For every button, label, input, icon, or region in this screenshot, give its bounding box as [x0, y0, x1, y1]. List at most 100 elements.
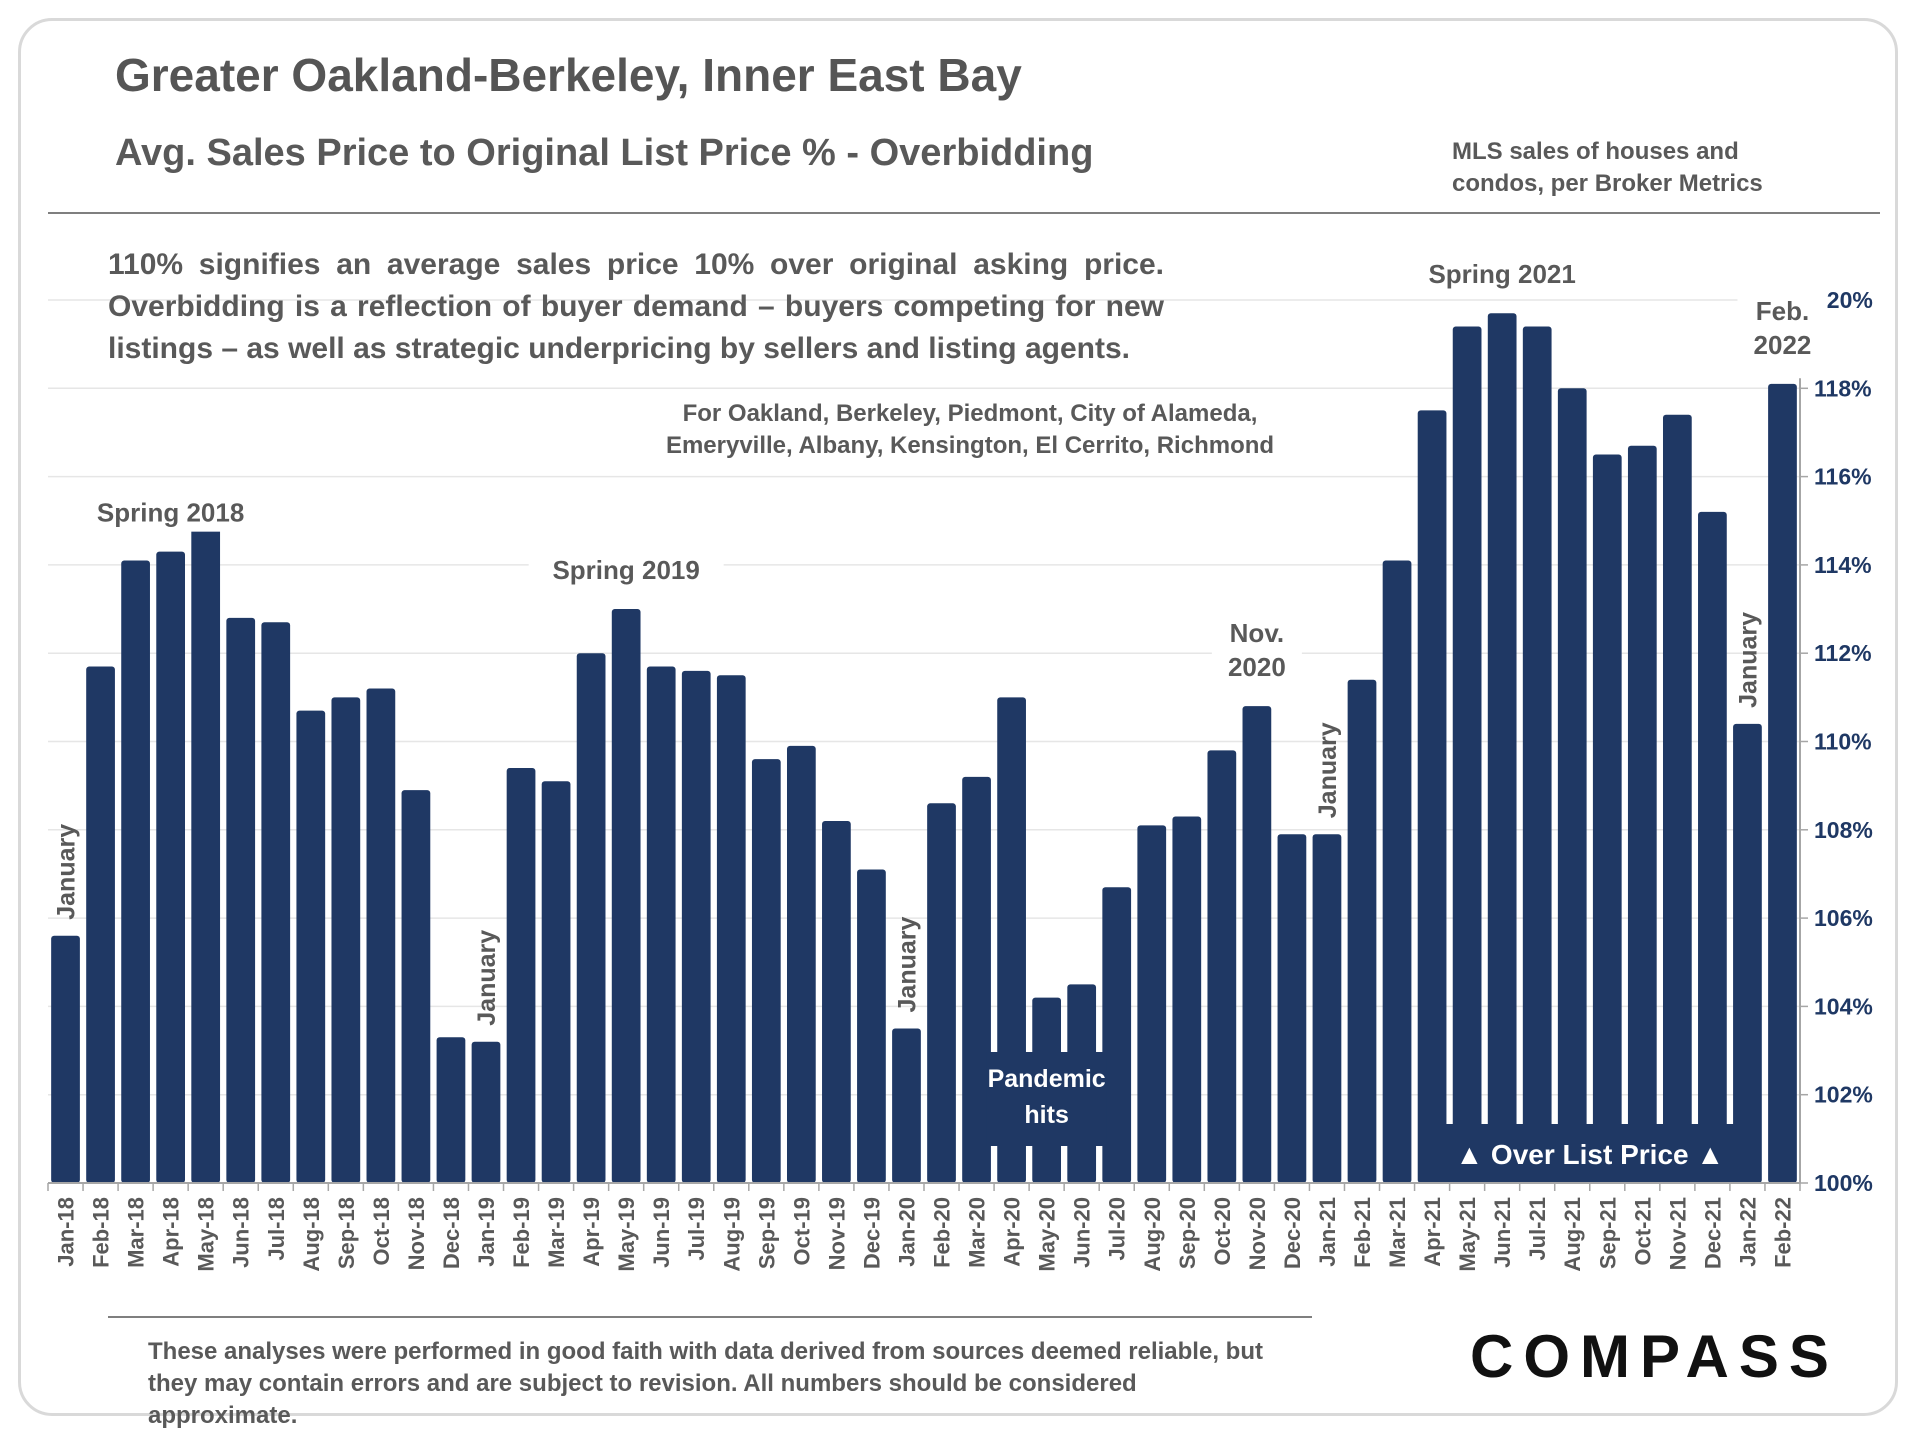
bar	[786, 745, 816, 1183]
bar	[681, 670, 711, 1183]
x-tick-label: Feb-20	[930, 1197, 955, 1268]
y-tick-label: 100%	[1814, 1170, 1873, 1196]
y-tick-label: 112%	[1814, 640, 1872, 666]
x-tick-label: Aug-21	[1560, 1197, 1585, 1272]
bar	[1102, 887, 1132, 1183]
annotation-background	[528, 549, 724, 590]
bar	[646, 666, 676, 1183]
y-tick-label: 118%	[1814, 375, 1872, 401]
bar	[1242, 706, 1272, 1183]
bar	[716, 675, 746, 1183]
x-tick-label: Nov-18	[404, 1197, 429, 1270]
bar	[401, 790, 431, 1183]
bar	[366, 688, 396, 1183]
bar	[927, 803, 956, 1183]
x-tick-label: Jan-19	[474, 1197, 499, 1267]
compass-logo: COMPASS	[1470, 1323, 1839, 1390]
over-list-label: ▲ Over List Price ▲	[1455, 1139, 1724, 1170]
disclaimer-text: These analyses were performed in good fa…	[148, 1338, 1263, 1429]
bar	[611, 609, 641, 1183]
bar	[156, 551, 186, 1183]
bar	[51, 935, 80, 1183]
period-label: Nov.	[1230, 618, 1284, 648]
header-divider	[48, 212, 1880, 214]
bar	[1698, 511, 1727, 1183]
x-tick-label: May-19	[614, 1197, 639, 1272]
x-tick-label: Feb-18	[89, 1197, 114, 1268]
x-tick-label: Dec-18	[439, 1197, 464, 1269]
bar	[1487, 313, 1517, 1183]
x-tick-label: Jun-18	[229, 1197, 254, 1268]
annotation-background	[1211, 612, 1302, 687]
cities-note: For Oakland, Berkeley, Piedmont, City of…	[665, 400, 1275, 459]
bar	[191, 525, 221, 1183]
x-tick-label: Jun-19	[649, 1197, 674, 1268]
bar	[1137, 825, 1167, 1183]
pandemic-label-box	[986, 1052, 1107, 1146]
x-tick-label: Apr-19	[579, 1197, 604, 1267]
x-tick-label: Jun-20	[1070, 1197, 1095, 1268]
pandemic-label: Pandemic	[988, 1065, 1106, 1093]
x-tick-label: Jul-18	[264, 1197, 289, 1261]
january-label: January	[893, 916, 921, 1012]
x-tick-label: Apr-21	[1420, 1197, 1445, 1267]
x-tick-label: Apr-20	[1000, 1197, 1025, 1267]
y-tick-label: 110%	[1814, 729, 1872, 755]
x-tick-label: Sep-18	[334, 1197, 359, 1269]
x-tick-label: Mar-18	[124, 1197, 149, 1268]
bar	[226, 617, 256, 1183]
x-tick-label: Aug-19	[719, 1197, 744, 1272]
x-tick-label: Nov-21	[1665, 1197, 1690, 1270]
annotation-background	[1404, 253, 1600, 294]
x-tick-label: Dec-21	[1700, 1197, 1725, 1269]
x-tick-label: Jan-21	[1315, 1197, 1340, 1267]
bar	[822, 820, 851, 1183]
x-tick-label: Apr-18	[159, 1197, 184, 1267]
y-tick-label: 114%	[1814, 552, 1872, 578]
x-tick-label: Aug-20	[1140, 1197, 1165, 1272]
x-tick-label: Jan-18	[54, 1197, 79, 1267]
y-tick-label: 116%	[1814, 464, 1872, 490]
bar	[892, 1028, 921, 1183]
x-tick-label: Jan-22	[1735, 1197, 1760, 1267]
bar	[436, 1037, 466, 1183]
x-tick-label: Jul-21	[1525, 1197, 1550, 1261]
bar	[296, 710, 326, 1183]
x-tick-label: Oct-19	[789, 1197, 814, 1265]
x-tick-label: May-18	[194, 1197, 219, 1272]
x-tick-label: Oct-21	[1630, 1197, 1655, 1265]
x-tick-label: Dec-20	[1280, 1197, 1305, 1269]
january-label: January	[473, 930, 501, 1026]
y-tick-label: 106%	[1814, 905, 1873, 931]
x-tick-label: Sep-20	[1175, 1197, 1200, 1269]
page-title: Greater Oakland-Berkeley, Inner East Bay	[115, 49, 1022, 101]
chart-subtitle: Avg. Sales Price to Original List Price …	[115, 132, 1094, 174]
bar	[1312, 834, 1342, 1183]
period-label: Spring 2019	[552, 555, 699, 585]
x-tick-label: Jun-21	[1490, 1197, 1515, 1268]
period-label: Spring 2018	[97, 498, 244, 528]
source-note: MLS sales of houses and condos, per Brok…	[1452, 138, 1763, 197]
chart-frame	[18, 18, 1898, 1416]
x-tick-label: Feb-19	[509, 1197, 534, 1268]
bar	[576, 653, 606, 1183]
bar	[1207, 750, 1237, 1183]
x-tick-label: Dec-19	[859, 1197, 884, 1269]
bar	[1733, 723, 1762, 1183]
period-label: Spring 2021	[1428, 259, 1575, 289]
x-tick-label: Nov-19	[824, 1197, 849, 1270]
x-tick-label: Mar-21	[1385, 1197, 1410, 1268]
x-tick-label: Mar-19	[544, 1197, 569, 1268]
january-label: January	[53, 824, 81, 920]
over-list-banner	[1418, 1124, 1761, 1182]
x-tick-label: Nov-20	[1245, 1197, 1270, 1270]
x-tick-label: May-20	[1035, 1197, 1060, 1272]
x-tick-label: Oct-18	[369, 1197, 394, 1265]
x-tick-label: Jan-20	[894, 1197, 919, 1267]
period-label: 2020	[1228, 652, 1286, 682]
x-tick-label: Jul-20	[1105, 1197, 1130, 1261]
bar	[751, 759, 781, 1183]
bar	[331, 697, 361, 1183]
y-tick-label: 104%	[1814, 993, 1873, 1019]
